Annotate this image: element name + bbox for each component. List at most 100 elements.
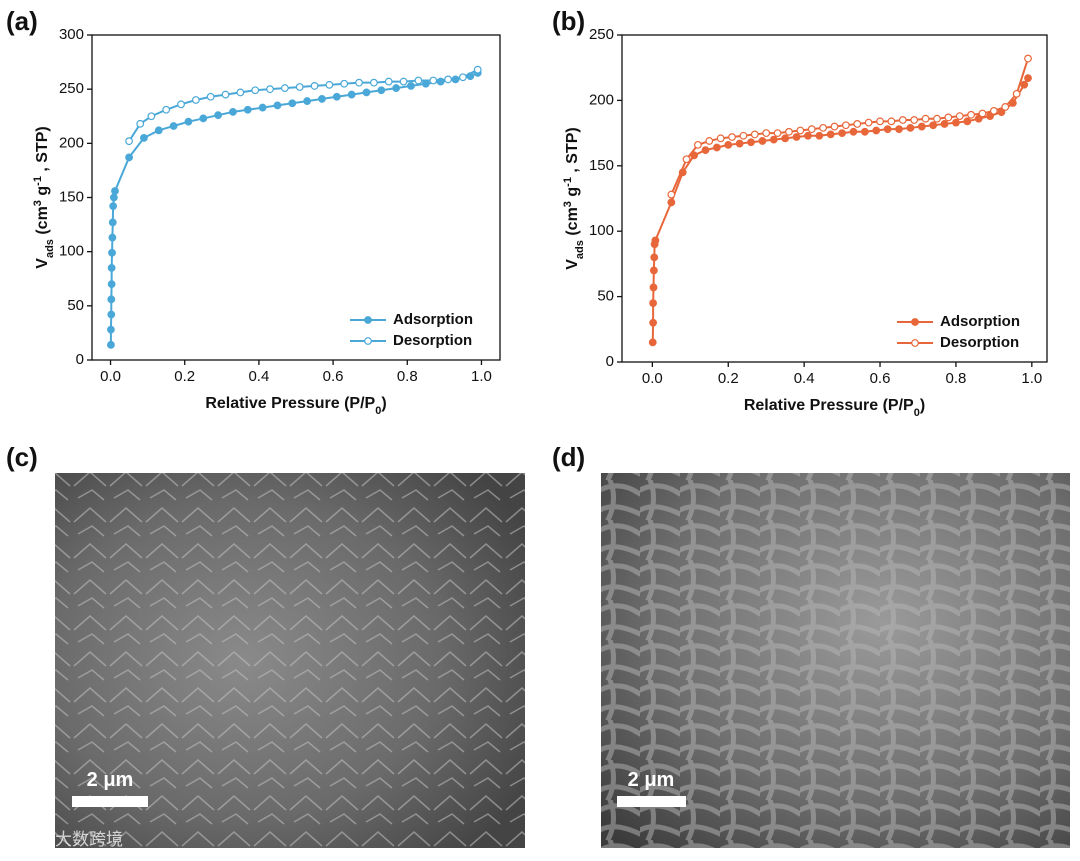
data-point — [184, 117, 193, 126]
x-tick-label: 0.8 — [945, 370, 966, 387]
data-point — [147, 112, 156, 121]
data-point — [649, 299, 658, 308]
y-axis-label: Vads (cm3 g-1 , STP) — [562, 127, 586, 269]
data-point — [392, 84, 401, 92]
data-point — [140, 134, 148, 142]
data-point — [295, 83, 304, 91]
data-point — [898, 116, 907, 124]
data-point — [978, 109, 987, 118]
label-part: , STP) — [34, 126, 51, 176]
data-point — [651, 236, 660, 245]
data-point — [887, 117, 896, 126]
scale-label: 2 μm — [87, 769, 134, 791]
data-point — [273, 101, 282, 110]
data-point — [910, 116, 919, 124]
data-point — [154, 126, 163, 135]
data-point — [750, 130, 759, 139]
data-point — [169, 122, 178, 130]
data-point — [414, 76, 423, 85]
data-point — [303, 97, 312, 105]
data-point — [369, 78, 378, 87]
data-point — [773, 129, 782, 138]
panel-label: (c) — [6, 442, 38, 472]
y-tick-label: 0 — [76, 351, 84, 368]
sem-texture — [601, 473, 1070, 848]
data-point — [1020, 80, 1029, 89]
label-part: (cm — [564, 207, 581, 240]
x-tick-label: 0.6 — [870, 370, 891, 387]
label-part: ads — [574, 240, 586, 259]
label-part: -1 — [562, 177, 574, 187]
series-line — [109, 72, 479, 345]
scale-bar — [72, 796, 148, 807]
legend-marker — [364, 337, 372, 345]
data-point — [682, 155, 691, 164]
data-point — [214, 111, 223, 120]
data-point — [929, 121, 938, 130]
label-part: ) — [920, 397, 925, 414]
data-point — [853, 120, 862, 128]
data-point — [963, 117, 972, 126]
plot-frame — [621, 34, 1048, 363]
legend-label: Adsorption — [940, 313, 1020, 330]
label-part: g — [34, 186, 51, 200]
x-tick-label: 0.0 — [100, 368, 121, 385]
data-point — [860, 127, 869, 136]
label-part: 3 — [562, 201, 574, 207]
data-point — [444, 75, 452, 84]
data-point — [989, 106, 998, 115]
data-point — [781, 134, 790, 143]
data-point — [667, 198, 676, 207]
data-point — [459, 73, 467, 82]
data-point — [974, 114, 983, 123]
panel-label: (d) — [552, 442, 585, 472]
y-tick-label: 250 — [59, 80, 84, 97]
y-tick-label: 200 — [59, 134, 84, 151]
data-point — [107, 295, 116, 304]
label-part: 0 — [914, 407, 920, 419]
data-point — [347, 90, 356, 99]
data-point — [705, 137, 714, 145]
data-point — [177, 100, 185, 109]
data-point — [785, 127, 793, 136]
data-point — [191, 96, 200, 104]
y-tick-label: 200 — [589, 91, 614, 108]
data-point — [125, 137, 133, 146]
data-point — [739, 131, 748, 140]
y-tick-label: 0 — [606, 353, 614, 370]
watermark: 大数跨境 — [55, 830, 123, 849]
data-point — [206, 92, 215, 101]
data-point — [955, 112, 964, 120]
data-point — [967, 110, 976, 119]
data-point — [804, 131, 812, 140]
data-point — [762, 129, 771, 138]
data-point — [792, 133, 801, 141]
data-point — [986, 112, 994, 120]
data-point — [819, 123, 828, 132]
data-point — [649, 266, 658, 275]
data-point — [712, 143, 721, 152]
data-point — [649, 283, 658, 292]
data-point — [399, 77, 408, 86]
data-point — [384, 77, 393, 86]
data-point — [876, 117, 884, 126]
sem-texture — [55, 473, 525, 848]
data-point — [1001, 103, 1010, 111]
data-point — [251, 86, 260, 95]
legend-marker — [364, 316, 372, 324]
images: (c) (d) 2 μm 2 μm 大数跨境 — [6, 442, 1070, 849]
data-point — [650, 253, 659, 262]
x-tick-label: 0.2 — [718, 370, 739, 387]
data-point — [667, 190, 676, 199]
data-point — [407, 82, 415, 90]
data-point — [826, 130, 835, 139]
label-part: V — [564, 259, 581, 270]
series-line — [670, 58, 1029, 195]
legend-marker — [911, 318, 919, 326]
data-point — [864, 118, 873, 127]
data-point — [728, 133, 736, 141]
legend-label: Desorption — [940, 334, 1019, 351]
data-point — [952, 118, 960, 127]
data-point — [109, 193, 118, 202]
data-point — [917, 122, 926, 131]
